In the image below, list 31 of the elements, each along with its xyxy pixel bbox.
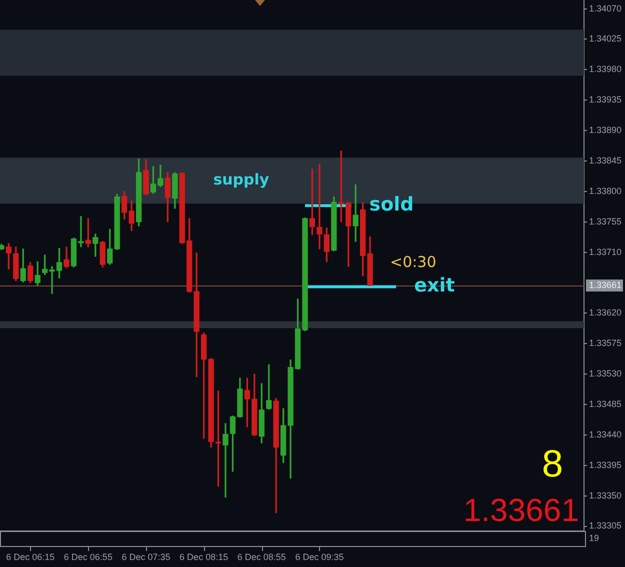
y-tick-label: 1.33575 — [589, 338, 622, 348]
x-tick-label: 6 Dec 06:15 — [6, 552, 55, 562]
y-tick-label: 1.33890 — [589, 125, 622, 136]
x-tick-label: 6 Dec 06:55 — [64, 552, 112, 562]
y-tick-label: 1.33305 — [589, 520, 622, 531]
annotation: 1.33661 — [463, 492, 579, 528]
y-tick-label: 1.33845 — [589, 155, 622, 166]
series-label: sold — [369, 194, 414, 216]
y-tick-label: 1.33980 — [589, 64, 622, 74]
band-label: supply — [213, 170, 270, 188]
y-tick-label: 1.33485 — [589, 398, 622, 409]
y-tick-label: 1.33620 — [589, 308, 622, 318]
text: 19 — [589, 533, 600, 543]
annotation: 8 — [542, 443, 563, 486]
y-tick-label: 1.33440 — [589, 429, 622, 440]
y-tick-label: 1.33530 — [589, 368, 622, 379]
y-tick-label: 1.33755 — [589, 216, 622, 226]
x-tick-label: 6 Dec 08:55 — [237, 552, 286, 562]
x-tick-label: 6 Dec 07:35 — [122, 552, 170, 562]
annotation: <0:30 — [390, 252, 436, 271]
series-label: exit — [414, 274, 455, 297]
y-tick-label: 1.33395 — [589, 460, 622, 470]
x-tick-label: 6 Dec 08:15 — [180, 552, 228, 562]
y-tick-label: 1.33800 — [589, 186, 622, 196]
x-tick-label: 6 Dec 09:35 — [295, 552, 344, 562]
y-tick-label: 1.33710 — [589, 246, 622, 257]
y-tick-label: 1.33350 — [589, 490, 622, 500]
y-tick-label: 1.34070 — [589, 3, 622, 14]
y-tick-label: 1.33935 — [589, 94, 622, 105]
ref-line-label: 1.33661 — [589, 280, 622, 290]
y-tick-label: 1.34025 — [589, 34, 622, 44]
